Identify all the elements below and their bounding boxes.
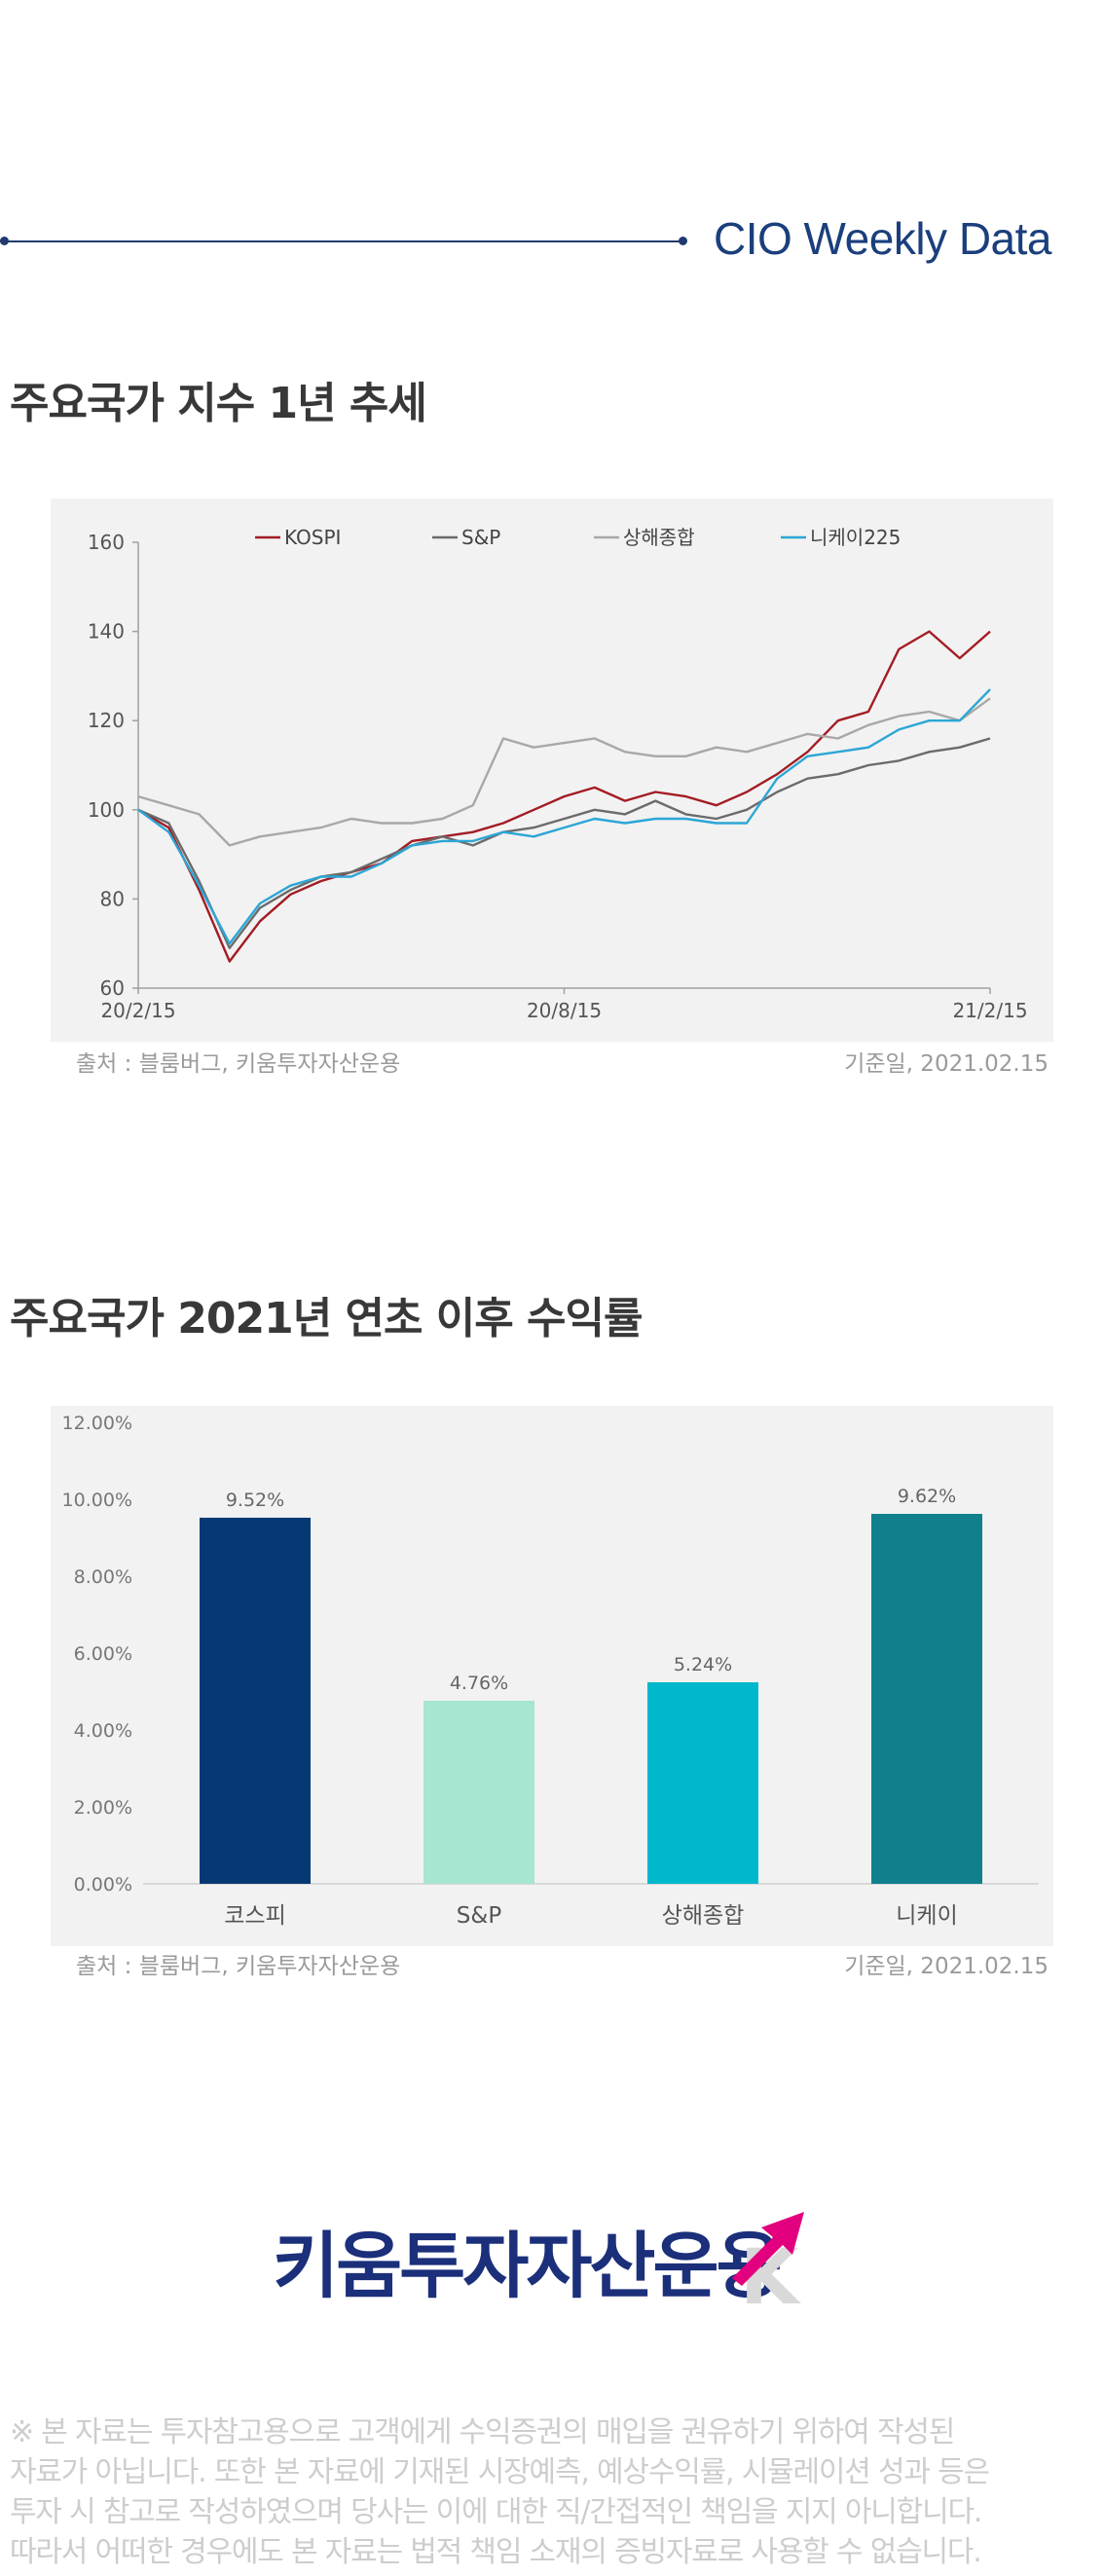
- series-line-1: [137, 737, 991, 949]
- y-tick-label: 140: [88, 620, 125, 644]
- category-label: 코스피: [224, 1903, 285, 1929]
- disclaimer: ※ 본 자료는 투자참고용으로 고객에게 수익증권의 매입을 권유하기 위하여 …: [10, 2412, 1098, 2572]
- y-tick-label: 80: [100, 887, 125, 910]
- y-tick-label: 12.00%: [62, 1413, 132, 1434]
- category-label: 니케이: [896, 1903, 957, 1929]
- disclaimer-line: 따라서 어떠한 경우에도 본 자료는 법적 책임 소재의 증빙자료로 사용할 수…: [10, 2535, 982, 2569]
- y-tick-label: 10.00%: [62, 1490, 132, 1511]
- x-tick-label: 21/2/15: [952, 999, 1027, 1022]
- legend-label: 상해종합: [623, 526, 695, 549]
- line-chart-source-note: 출처 : 블룸버그, 키움투자자산운용: [76, 1051, 401, 1077]
- y-tick-label: 60: [100, 976, 125, 1000]
- y-tick-label: 100: [88, 798, 125, 822]
- ytd-return-bar-chart: 0.00% 2.00% 4.00% 6.00% 8.00% 10.00% 12.00% 9.5…: [62, 1413, 1039, 1929]
- x-tick-label: 20/8/15: [527, 999, 602, 1022]
- bar-1: [423, 1700, 534, 1884]
- y-tick-label: 0.00%: [74, 1874, 132, 1895]
- legend-label: S&P: [461, 526, 500, 549]
- line-chart-panel: 60 80 100 120 140 160 20/2/15 20/8/15 21/2/15 KOS…: [51, 498, 1053, 1042]
- header-rule: [0, 240, 686, 242]
- category-label: 상해종합: [662, 1903, 745, 1929]
- header-rule-start-dot: [0, 237, 9, 245]
- legend-label: KOSPI: [284, 526, 341, 549]
- y-tick-label: 160: [88, 531, 125, 554]
- disclaimer-line: 투자 시 참고로 작성하였으며 당사는 이에 대한 직/간접적인 책임을 지지 …: [10, 2495, 982, 2529]
- header-rule-end-dot: [679, 237, 687, 245]
- line-chart-base-date: 기준일, 2021.02.15: [844, 1051, 1049, 1077]
- y-tick-label: 2.00%: [74, 1797, 132, 1819]
- y-tick-label: 4.00%: [74, 1720, 132, 1742]
- bar-2: [647, 1682, 758, 1884]
- y-tick-label: 6.00%: [74, 1643, 132, 1665]
- bar-0: [200, 1517, 311, 1884]
- series-line-3: [137, 688, 991, 945]
- index-trend-line-chart: 60 80 100 120 140 160 20/2/15 20/8/15 21/2/15 KOS…: [88, 526, 1028, 1022]
- bar-chart-section-title: 주요국가 2021년 연초 이후 수익률: [10, 1294, 643, 1343]
- logo-arrow-mark-icon: K: [732, 2212, 804, 2309]
- page-title: CIO Weekly Data: [714, 213, 1051, 264]
- bar-chart-source-note: 출처 : 블룸버그, 키움투자자산운용: [76, 1954, 401, 1979]
- y-tick-label: 120: [88, 709, 125, 732]
- bar-chart-base-date: 기준일, 2021.02.15: [844, 1954, 1049, 1979]
- disclaimer-line: 자료가 아닙니다. 또한 본 자료에 기재된 시장예측, 예상수익률, 시뮬레이…: [10, 2455, 990, 2489]
- category-label: S&P: [457, 1903, 502, 1929]
- series-line-0: [137, 630, 991, 963]
- legend-label: 니케이225: [810, 526, 901, 549]
- bar-3: [871, 1514, 982, 1884]
- bar-value-label: 5.24%: [674, 1654, 732, 1675]
- series-line-2: [137, 697, 991, 847]
- bar-value-label: 4.76%: [450, 1673, 508, 1694]
- bar-value-label: 9.62%: [898, 1486, 956, 1507]
- bar-value-label: 9.52%: [226, 1490, 284, 1511]
- line-chart-section-title: 주요국가 지수 1년 추세: [10, 379, 427, 428]
- logo-wordmark: 키움투자자산운용: [273, 2225, 783, 2308]
- disclaimer-line: ※ 본 자료는 투자참고용으로 고객에게 수익증권의 매입을 권유하기 위하여 …: [10, 2415, 955, 2449]
- company-logo: 키움투자자산운용 K: [273, 2208, 818, 2309]
- y-tick-label: 8.00%: [74, 1566, 132, 1588]
- bar-chart-panel: 0.00% 2.00% 4.00% 6.00% 8.00% 10.00% 12.00% 9.5…: [51, 1406, 1053, 1946]
- x-tick-label: 20/2/15: [100, 999, 175, 1022]
